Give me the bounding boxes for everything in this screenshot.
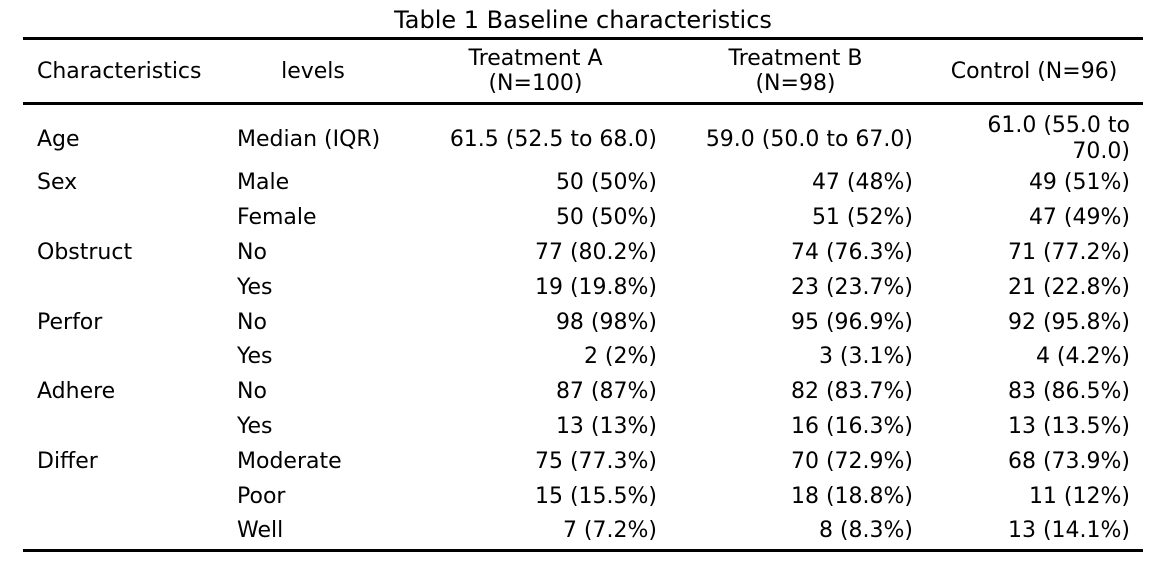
header-treatment-a: Treatment A (N=100): [403, 41, 668, 101]
table-row: Yes 2 (2%) 3 (3.1%) 4 (4.2%): [23, 339, 1143, 374]
cell-control: 68 (73.9%): [1007, 449, 1130, 474]
cell-treatment-b: 47 (48%): [811, 170, 913, 195]
cell-control: 13 (13.5%): [1007, 414, 1130, 439]
cell-treatment-b: 16 (16.3%): [790, 414, 913, 439]
cell-level: No: [237, 379, 267, 404]
cell-treatment-a: 77 (80.2%): [534, 240, 657, 265]
cell-characteristic: Obstruct: [37, 240, 133, 265]
cell-treatment-b: 82 (83.7%): [790, 379, 913, 404]
cell-level: Moderate: [237, 449, 342, 474]
header-treatment-a-n: (N=100): [488, 71, 583, 96]
header-levels-label: levels: [281, 58, 345, 84]
cell-treatment-a: 19 (19.8%): [534, 275, 657, 300]
cell-treatment-b: 23 (23.7%): [790, 275, 913, 300]
table-row: Age Median (IQR) 61.5 (52.5 to 68.0) 59.0 (…: [23, 113, 1143, 164]
cell-level: No: [237, 240, 267, 265]
cell-treatment-a: 2 (2%): [583, 344, 657, 369]
cell-control: 11 (12%): [1028, 484, 1130, 509]
cell-treatment-b: 95 (96.9%): [790, 310, 913, 335]
cell-control: 47 (49%): [1028, 205, 1130, 230]
cell-treatment-b: 74 (76.3%): [790, 240, 913, 265]
table-row: Yes 13 (13%) 16 (16.3%) 13 (13.5%): [23, 409, 1143, 444]
cell-level: Well: [237, 518, 284, 543]
cell-treatment-a: 75 (77.3%): [534, 449, 657, 474]
cell-control: 83 (86.5%): [1007, 379, 1130, 404]
cell-level: Yes: [237, 414, 273, 439]
table-row: Differ Moderate 75 (77.3%) 70 (72.9%) 68 (73…: [23, 444, 1143, 479]
cell-treatment-a: 87 (87%): [555, 379, 657, 404]
table-bottom-rule: [23, 549, 1143, 552]
cell-control: 61.0 (55.0 to 70.0): [987, 113, 1130, 164]
cell-characteristic: Perfor: [37, 310, 103, 335]
header-treatment-a-name: Treatment A: [468, 46, 603, 71]
cell-treatment-b: 18 (18.8%): [790, 484, 913, 509]
cell-treatment-a: 13 (13%): [555, 414, 657, 439]
cell-characteristic: Differ: [37, 449, 98, 474]
cell-control: 13 (14.1%): [1007, 518, 1130, 543]
cell-level: No: [237, 310, 267, 335]
table-top-rule: [23, 37, 1143, 40]
cell-level: Poor: [237, 484, 286, 509]
table-header-rule: [23, 102, 1143, 105]
cell-characteristic: Age: [37, 127, 80, 152]
cell-treatment-a: 50 (50%): [555, 170, 657, 195]
cell-treatment-b: 3 (3.1%): [818, 344, 913, 369]
cell-control: 49 (51%): [1028, 170, 1130, 195]
header-levels: levels: [228, 41, 398, 101]
table-caption: Table 1 Baseline characteristics: [394, 6, 772, 34]
cell-level: Median (IQR): [237, 127, 381, 152]
cell-treatment-a: 98 (98%): [555, 310, 657, 335]
header-control-label: Control (N=96): [950, 58, 1118, 84]
header-characteristics: Characteristics: [23, 41, 242, 101]
header-control: Control (N=96): [923, 41, 1145, 101]
header-treatment-b-n: (N=98): [755, 71, 836, 96]
header-characteristics-label: Characteristics: [37, 58, 202, 84]
cell-characteristic: Adhere: [37, 379, 116, 404]
table-row: Perfor No 98 (98%) 95 (96.9%) 92 (95.8%): [23, 305, 1143, 340]
cell-treatment-b: 59.0 (50.0 to 67.0): [705, 127, 913, 152]
cell-control: 4 (4.2%): [1035, 344, 1130, 369]
table-row: Yes 19 (19.8%) 23 (23.7%) 21 (22.8%): [23, 270, 1143, 305]
cell-level: Female: [237, 205, 317, 230]
table-row: Obstruct No 77 (80.2%) 74 (76.3%) 71 (77.2%): [23, 235, 1143, 270]
cell-treatment-b: 70 (72.9%): [790, 449, 913, 474]
cell-control: 21 (22.8%): [1007, 275, 1130, 300]
table-row: Well 7 (7.2%) 8 (8.3%) 13 (14.1%): [23, 513, 1143, 548]
cell-treatment-a: 61.5 (52.5 to 68.0): [449, 127, 657, 152]
header-treatment-b: Treatment B (N=98): [663, 41, 928, 101]
table-row: Sex Male 50 (50%) 47 (48%) 49 (51%): [23, 165, 1143, 200]
cell-treatment-a: 15 (15.5%): [534, 484, 657, 509]
cell-treatment-a: 7 (7.2%): [562, 518, 657, 543]
cell-level: Male: [237, 170, 290, 195]
table-row: Adhere No 87 (87%) 82 (83.7%) 83 (86.5%): [23, 374, 1143, 409]
cell-treatment-a: 50 (50%): [555, 205, 657, 230]
table-header: Characteristics levels Treatment A (N=10…: [23, 41, 1143, 101]
cell-level: Yes: [237, 344, 273, 369]
cell-treatment-b: 51 (52%): [811, 205, 913, 230]
cell-control: 71 (77.2%): [1007, 240, 1130, 265]
table-row: Poor 15 (15.5%) 18 (18.8%) 11 (12%): [23, 479, 1143, 514]
table-row: Female 50 (50%) 51 (52%) 47 (49%): [23, 200, 1143, 235]
header-treatment-b-name: Treatment B: [728, 46, 863, 71]
cell-control: 92 (95.8%): [1007, 310, 1130, 335]
cell-level: Yes: [237, 275, 273, 300]
cell-treatment-b: 8 (8.3%): [818, 518, 913, 543]
cell-characteristic: Sex: [37, 170, 78, 195]
